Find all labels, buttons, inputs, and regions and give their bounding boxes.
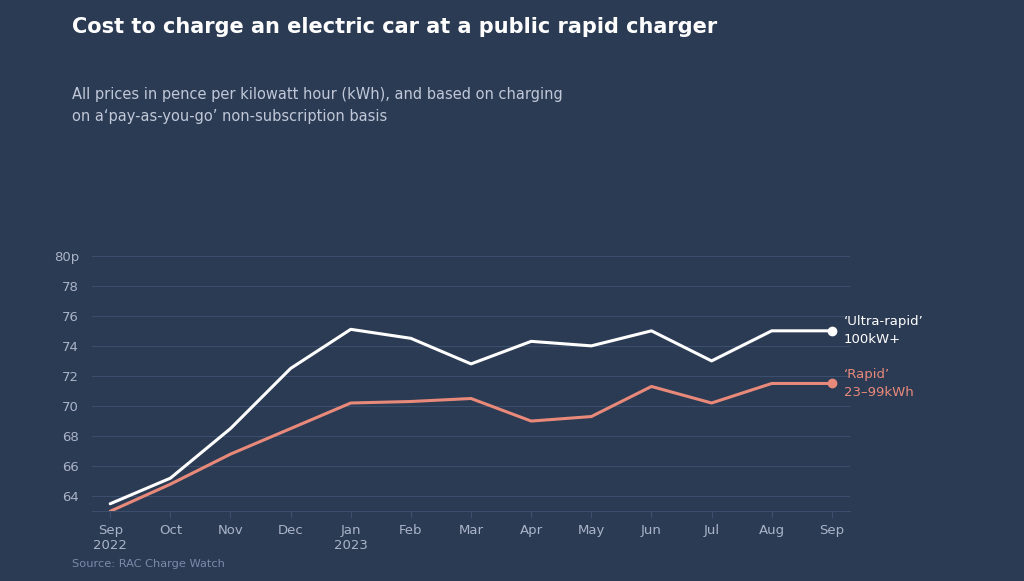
Text: Source: RAC Charge Watch: Source: RAC Charge Watch — [72, 560, 224, 569]
Text: ‘Rapid’
23–99kWh: ‘Rapid’ 23–99kWh — [844, 368, 913, 399]
Text: ‘Ultra-rapid’
100kW+: ‘Ultra-rapid’ 100kW+ — [844, 315, 924, 346]
Text: All prices in pence per kilowatt hour (kWh), and based on charging
on a‘pay-as-y: All prices in pence per kilowatt hour (k… — [72, 87, 562, 124]
Text: Cost to charge an electric car at a public rapid charger: Cost to charge an electric car at a publ… — [72, 17, 717, 37]
